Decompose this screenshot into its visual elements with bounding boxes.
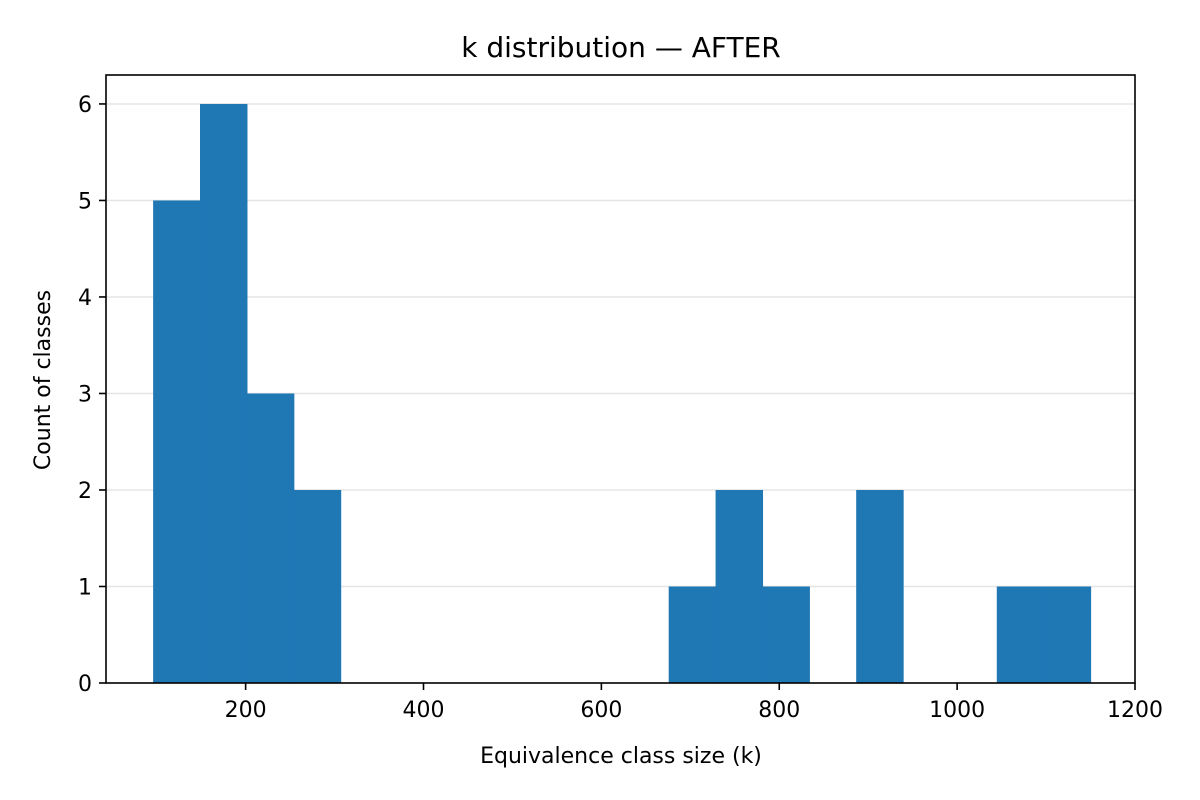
x-tick-label: 800	[758, 698, 800, 723]
x-tick-label: 600	[580, 698, 622, 723]
histogram-bar	[293, 489, 342, 683]
x-tick-label: 1000	[929, 698, 985, 723]
x-tick-label: 200	[225, 698, 267, 723]
y-tick-label: 3	[78, 382, 92, 407]
plot-frame	[105, 74, 1136, 684]
x-axis: 200 400 600 800 1000 1200	[225, 683, 1163, 723]
y-tick-label: 1	[78, 575, 92, 600]
y-axis: 0 1 2 3 4 5 6	[78, 93, 106, 697]
histogram-bar	[153, 200, 201, 683]
y-tick-label: 4	[78, 286, 92, 311]
x-axis-label: Equivalence class size (k)	[480, 744, 762, 769]
bars	[153, 103, 1092, 683]
y-tick-label: 0	[78, 672, 92, 697]
histogram-bar	[1043, 586, 1092, 683]
histogram-bar	[246, 393, 295, 683]
histogram-bar	[856, 489, 904, 683]
y-tick-label: 6	[78, 93, 92, 118]
histogram-bar	[762, 586, 810, 683]
y-axis-label: Count of classes	[31, 290, 56, 470]
y-tick-label: 2	[78, 479, 92, 504]
histogram-bar	[200, 103, 248, 683]
x-tick-label: 400	[403, 698, 445, 723]
histogram-bar	[996, 586, 1045, 683]
histogram-bar	[715, 489, 764, 683]
y-tick-label: 5	[78, 189, 92, 214]
histogram-bar	[668, 586, 717, 683]
x-tick-label: 1200	[1107, 698, 1163, 723]
chart-title: k distribution — AFTER	[461, 31, 781, 64]
